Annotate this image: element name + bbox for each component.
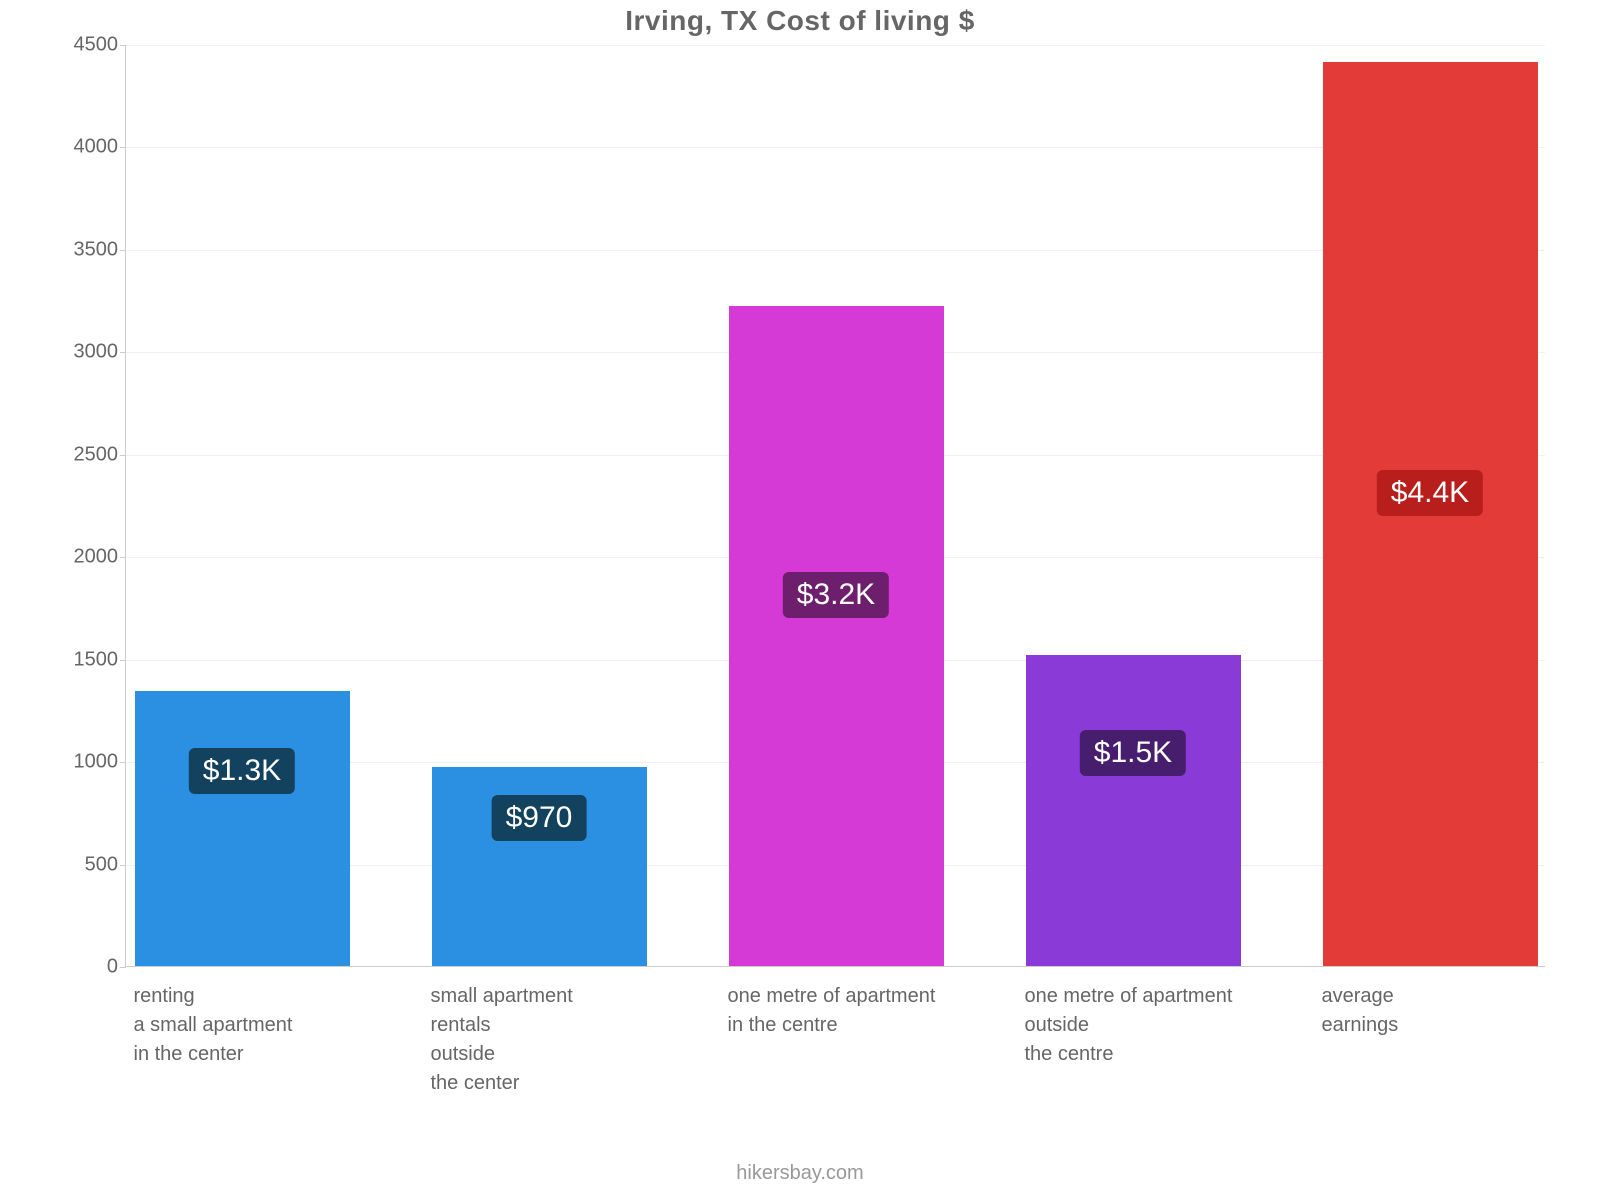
y-tick-label: 3000: [58, 341, 118, 364]
bar-value-label: $4.4K: [1377, 470, 1483, 516]
x-axis-label: average earnings: [1322, 982, 1399, 1040]
x-axis-label: one metre of apartment outside the centr…: [1025, 982, 1233, 1069]
gridline: [126, 45, 1545, 46]
y-tick-label: 1000: [58, 751, 118, 774]
bar-value-label: $3.2K: [783, 572, 889, 618]
x-axis-label: renting a small apartment in the center: [134, 982, 293, 1069]
x-axis-label: one metre of apartment in the centre: [728, 982, 936, 1040]
y-tick-label: 2000: [58, 546, 118, 569]
source-label: hikersbay.com: [50, 1162, 1550, 1185]
y-tick-mark: [120, 455, 126, 456]
bar-value-label: $970: [492, 795, 587, 841]
bar: [729, 306, 944, 966]
y-tick-mark: [120, 147, 126, 148]
y-tick-label: 0: [58, 956, 118, 979]
y-tick-mark: [120, 557, 126, 558]
y-tick-mark: [120, 250, 126, 251]
y-tick-label: 1500: [58, 648, 118, 671]
y-tick-mark: [120, 967, 126, 968]
bar-value-label: $1.5K: [1080, 730, 1186, 776]
y-tick-label: 500: [58, 853, 118, 876]
y-tick-label: 4000: [58, 136, 118, 159]
y-tick-mark: [120, 45, 126, 46]
y-tick-label: 4500: [58, 34, 118, 57]
y-tick-label: 3500: [58, 238, 118, 261]
chart-title: Irving, TX Cost of living $: [50, 5, 1550, 37]
y-tick-mark: [120, 865, 126, 866]
y-tick-mark: [120, 762, 126, 763]
bar-value-label: $1.3K: [189, 748, 295, 794]
y-tick-label: 2500: [58, 443, 118, 466]
plot-area: $1.3K $970 $3.2K $1.5K $4.4K: [125, 45, 1545, 967]
bar: [1026, 655, 1241, 966]
x-axis-label: small apartment rentals outside the cent…: [431, 982, 573, 1098]
y-tick-mark: [120, 352, 126, 353]
bar: [135, 691, 350, 966]
chart-container: Irving, TX Cost of living $ $1.3K $970 $3.…: [50, 0, 1550, 1200]
y-tick-mark: [120, 660, 126, 661]
